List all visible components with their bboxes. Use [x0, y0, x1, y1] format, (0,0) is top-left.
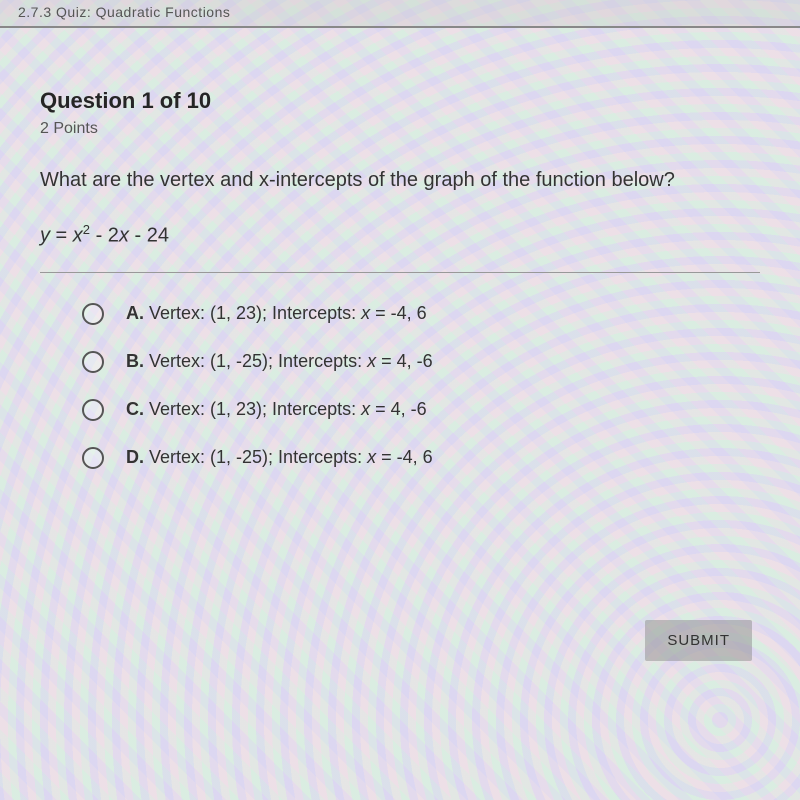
choice-text-pre: Vertex: (1, -25); Intercepts: — [144, 351, 367, 371]
choice-text-post: = 4, -6 — [376, 351, 433, 371]
quiz-header-bar: 2.7.3 Quiz: Quadratic Functions — [0, 0, 800, 28]
choice-letter: B. — [126, 351, 144, 371]
prompt-text-post: -intercepts of the graph of the function… — [269, 169, 675, 191]
eq-equals: = — [50, 225, 73, 247]
eq-x2: x — [119, 225, 129, 247]
choice-var: x — [361, 399, 370, 419]
question-number: Question 1 of 10 — [40, 88, 760, 114]
choice-text-pre: Vertex: (1, 23); Intercepts: — [144, 399, 361, 419]
choice-text-pre: Vertex: (1, -25); Intercepts: — [144, 447, 367, 467]
choice-letter: C. — [126, 399, 144, 419]
choice-var: x — [367, 351, 376, 371]
choice-c[interactable]: C. Vertex: (1, 23); Intercepts: x = 4, -… — [82, 399, 760, 421]
eq-tail: - 24 — [129, 225, 169, 247]
eq-lhs: y — [40, 225, 50, 247]
submit-button[interactable]: SUBMIT — [645, 620, 752, 661]
radio-icon[interactable] — [82, 447, 104, 469]
choice-d[interactable]: D. Vertex: (1, -25); Intercepts: x = -4,… — [82, 447, 760, 469]
choice-text-pre: Vertex: (1, 23); Intercepts: — [144, 303, 361, 323]
prompt-var-x: x — [259, 169, 269, 191]
radio-icon[interactable] — [82, 399, 104, 421]
choice-c-label: C. Vertex: (1, 23); Intercepts: x = 4, -… — [126, 399, 427, 420]
choices-list: A. Vertex: (1, 23); Intercepts: x = -4, … — [40, 303, 760, 469]
choice-b[interactable]: B. Vertex: (1, -25); Intercepts: x = 4, … — [82, 351, 760, 373]
eq-exponent: 2 — [83, 222, 90, 237]
choice-text-post: = -4, 6 — [370, 303, 427, 323]
question-equation: y = x2 - 2x - 24 — [40, 222, 760, 248]
choice-text-post: = 4, -6 — [370, 399, 427, 419]
eq-x1: x — [73, 225, 83, 247]
prompt-text-pre: What are the vertex and — [40, 169, 259, 191]
choice-b-label: B. Vertex: (1, -25); Intercepts: x = 4, … — [126, 351, 433, 372]
choice-d-label: D. Vertex: (1, -25); Intercepts: x = -4,… — [126, 447, 433, 468]
submit-container: SUBMIT — [645, 620, 752, 661]
choice-var: x — [367, 447, 376, 467]
choice-a-label: A. Vertex: (1, 23); Intercepts: x = -4, … — [126, 303, 427, 324]
question-panel: Question 1 of 10 2 Points What are the v… — [0, 28, 800, 469]
choice-var: x — [361, 303, 370, 323]
choice-letter: D. — [126, 447, 144, 467]
choice-text-post: = -4, 6 — [376, 447, 433, 467]
eq-rest1: - 2 — [90, 225, 119, 247]
breadcrumb: 2.7.3 Quiz: Quadratic Functions — [18, 4, 230, 20]
radio-icon[interactable] — [82, 303, 104, 325]
radio-icon[interactable] — [82, 351, 104, 373]
divider — [40, 272, 760, 273]
choice-letter: A. — [126, 303, 144, 323]
choice-a[interactable]: A. Vertex: (1, 23); Intercepts: x = -4, … — [82, 303, 760, 325]
question-prompt: What are the vertex and x-intercepts of … — [40, 166, 760, 194]
question-points: 2 Points — [40, 120, 760, 138]
